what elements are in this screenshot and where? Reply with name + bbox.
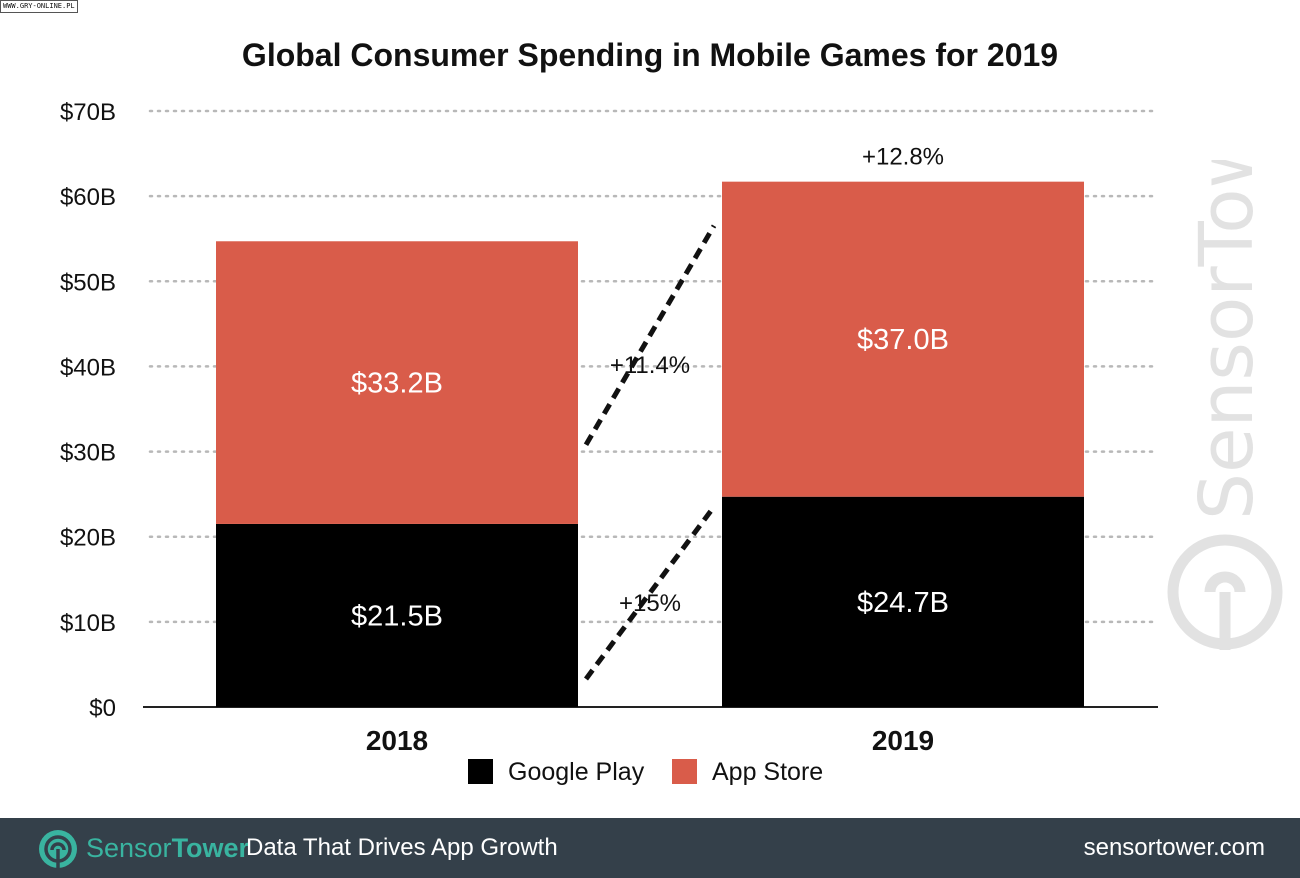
bar-segment [722, 181, 1084, 497]
legend-label: Google Play [508, 758, 645, 786]
bar-segment [216, 523, 578, 707]
x-axis-labels: 2018 2019 [366, 725, 934, 756]
legend: Google Play App Store [468, 758, 823, 786]
footer-url: sensortower.com [1083, 834, 1265, 861]
legend-label: App Store [712, 758, 823, 786]
footer-tagline: Data That Drives App Growth [246, 834, 558, 861]
footer-brand-name: SensorTower [86, 833, 249, 863]
x-tick-label: 2018 [366, 725, 428, 756]
y-tick-label: $70B [60, 99, 116, 126]
app-store-growth-label: +11.4% [610, 352, 690, 379]
sensor-tower-watermark: SensorTower [1167, 160, 1283, 650]
bar-value-label: $37.0B [857, 324, 949, 356]
stacked-bar-chart: Global Consumer Spending in Mobile Games… [60, 37, 1158, 786]
total-growth-label: +12.8% [862, 144, 944, 171]
watermark-brand-text: SensorTower [1184, 160, 1270, 520]
bar-value-label: $21.5B [351, 600, 443, 632]
bar-segment [216, 241, 578, 524]
y-axis-ticks: $0 $10B $20B $30B $40B $50B $60B $70B [60, 99, 116, 722]
bars: $21.5B $33.2B $24.7B $37.0B [216, 181, 1084, 707]
y-tick-label: $40B [60, 354, 116, 381]
footer-brand-part2: Tower [171, 833, 250, 863]
bar-value-label: $24.7B [857, 587, 949, 619]
sensor-tower-logo-icon [39, 830, 77, 868]
source-watermark-tag: WWW.GRY-ONLINE.PL [0, 0, 78, 13]
y-tick-label: $30B [60, 440, 116, 467]
y-tick-label: $60B [60, 184, 116, 211]
google-play-growth-label: +15% [619, 590, 681, 617]
y-tick-label: $20B [60, 525, 116, 552]
growth-annotations: +11.4% +15% +12.8% [583, 144, 944, 681]
footer-brand-part1: Sensor [86, 833, 172, 863]
y-tick-label: $10B [60, 610, 116, 637]
footer-bar: SensorTower Data That Drives App Growth … [0, 818, 1300, 878]
y-tick-label: $0 [89, 695, 116, 722]
legend-swatch [468, 759, 493, 784]
x-tick-label: 2019 [872, 725, 934, 756]
chart-title: Global Consumer Spending in Mobile Games… [242, 37, 1058, 73]
bar-segment [722, 496, 1084, 707]
app-store-growth-connector [583, 224, 717, 447]
legend-swatch [672, 759, 697, 784]
y-tick-label: $50B [60, 269, 116, 296]
bar-value-label: $33.2B [351, 368, 443, 400]
sensor-tower-logo-icon [1167, 534, 1283, 650]
